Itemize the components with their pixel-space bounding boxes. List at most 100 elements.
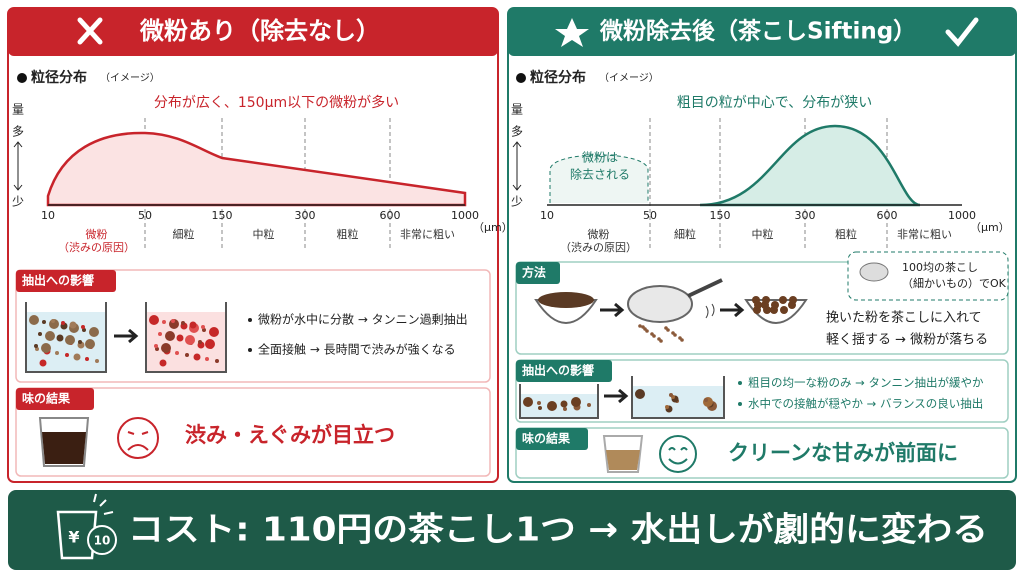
particle [193,353,201,361]
particle [154,344,158,348]
shake-marks [705,303,715,319]
y-label: 量 [12,103,24,117]
water [520,394,598,418]
falling-fines [641,325,645,329]
coarse-grounds [762,296,770,304]
sad-face-features [127,431,149,451]
range-label: 非常に粗い [897,228,952,241]
particle [571,397,581,407]
chart-annotation: 分布が広く、150μm以下の微粉が多い [154,94,399,111]
method-step: 軽く揺する → 微粉が落ちる [826,333,988,348]
particle [176,334,184,342]
bullet [248,318,252,322]
footer-amount: 10 [94,534,111,548]
footer-currency: ¥ [68,528,79,547]
y-label: 量 [511,103,523,117]
range-label: 細粒 [674,227,696,241]
particle [205,339,215,349]
x-unit: （μm） [473,221,513,234]
particle [215,359,219,363]
y-low: 少 [12,195,24,209]
particle [538,406,542,410]
extraction-point: 粗目の均一な粉のみ → タンニン抽出が緩やか [748,376,984,390]
sieve [627,285,693,323]
y-arrow [512,141,522,191]
range-label: 微粉 [588,227,610,241]
section-box [15,269,491,383]
particle [51,319,55,323]
particle [162,320,166,324]
bullet [516,73,526,83]
removed-note: 微粉は [582,151,618,165]
range-label: 粗粒 [835,227,857,241]
arrow [114,328,139,344]
falling-fines [671,331,675,335]
coarse-grounds [763,306,771,314]
check-icon [945,17,979,47]
cross-icon [77,17,103,45]
particle [703,397,713,407]
particle [165,331,175,341]
smile-face [659,435,697,473]
particle [45,331,55,341]
section-label: 方法 [522,265,546,280]
extraction-point: 全面接触 → 長時間で渋みが強くなる [258,342,456,357]
x-tick-label: 300 [795,209,816,222]
x-tick-label: 300 [295,209,316,222]
particle [181,321,185,325]
particle [523,397,533,407]
particle [69,321,77,329]
coarse-grounds [789,296,797,304]
section-label: 味の結果 [22,391,70,406]
falling-fines [664,326,668,330]
particle [159,359,167,367]
method-step: 挽いた粉を茶こしに入れて [826,310,982,326]
taste-result: クリーンな甘みが前面に [728,441,958,465]
particle [158,332,162,336]
tip-text: 100均の茶こし [902,261,978,274]
particle [89,327,99,337]
section-label: 抽出への影響 [22,273,94,288]
coffee [42,432,86,464]
right-header [508,8,1016,56]
beaker [519,384,599,419]
section-tab [16,388,94,410]
bullet [738,381,742,385]
particle [205,357,209,361]
y-arrow [13,141,23,191]
x-unit: （μm） [970,221,1010,234]
particle [175,351,179,355]
particle [563,407,567,411]
fines-note: （渋みの原因） [560,241,637,254]
beaker [631,376,725,419]
particle [29,315,39,325]
x-tick-label: 50 [643,209,657,222]
particle [38,332,42,336]
tip-text: （細かいもの）でOK [902,277,1007,290]
left-header [8,8,498,56]
falling-fines [650,332,654,336]
y-high: 多 [511,125,523,139]
sieve-handle [687,278,723,298]
chart-note: （イメージ） [100,72,160,84]
section-tab [516,360,612,382]
range-label: 非常に粗い [400,228,455,241]
tip-strainer [859,262,889,282]
falling-fines [678,336,682,340]
particle [161,343,171,353]
particle [669,393,673,397]
extraction-point: 微粉が水中に分散 → タンニン過剰抽出 [258,312,468,327]
sad-face [117,417,159,459]
particle [201,325,205,329]
x-tick-label: 50 [138,209,152,222]
particle [41,343,51,353]
particle [78,340,82,344]
footer-rays [93,493,114,515]
particle [85,339,95,349]
extraction-point: 水中での接触が穏やか → バランスの良い抽出 [748,397,983,411]
section-tab [516,428,588,450]
removed-zone [549,154,649,203]
fines-note: （渋みの原因） [58,241,135,254]
range-label: 中粒 [253,227,275,241]
particle [42,320,46,324]
